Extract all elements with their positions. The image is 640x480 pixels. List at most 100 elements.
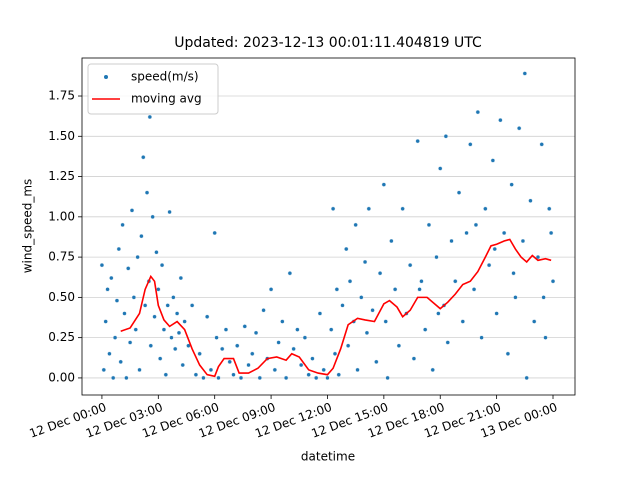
scatter-point [268, 287, 274, 292]
scatter-point [475, 109, 481, 115]
scatter-point [359, 295, 364, 300]
scatter-point [449, 238, 454, 244]
legend: speed(m/s) moving avg [87, 63, 219, 115]
scatter-point [122, 311, 127, 316]
scatter-point [174, 311, 180, 316]
scatter-point [111, 375, 116, 381]
scatter-point [321, 367, 326, 373]
scatter-point [426, 222, 432, 228]
scatter-point [235, 343, 240, 348]
scatter-point [464, 230, 469, 236]
y-tick-label: 0.25 [48, 330, 75, 344]
scatter-point [253, 330, 259, 336]
y-tick-label: 1.50 [48, 129, 75, 143]
scatter-point [223, 327, 229, 332]
scatter-point [295, 327, 300, 332]
scatter-point [156, 287, 161, 292]
plot-area [99, 71, 556, 381]
scatter-point [157, 356, 163, 361]
scatter-point [131, 295, 137, 300]
scatter-point [152, 314, 157, 319]
scatter-point [120, 222, 125, 228]
scatter-point [124, 375, 129, 381]
scatter-point [154, 250, 159, 255]
scatter-point [353, 222, 358, 228]
scatter-point [438, 166, 443, 171]
scatter-point [306, 372, 311, 377]
scatter-point [242, 324, 247, 329]
scatter-point [539, 142, 544, 147]
scatter-point [287, 271, 293, 276]
scatter-point [112, 335, 118, 340]
scatter-point [415, 138, 420, 144]
scatter-point [471, 287, 477, 292]
scatter-point [522, 71, 528, 76]
scatter-point [486, 262, 492, 268]
scatter-point [347, 279, 353, 284]
scatter-point [246, 362, 251, 368]
scatter-point [550, 279, 556, 284]
scatter-point [204, 314, 210, 319]
scatter-point [547, 206, 552, 211]
scatter-point [483, 206, 488, 211]
scatter-point [178, 275, 184, 281]
scatter-point [114, 298, 120, 303]
scatter-point [144, 190, 150, 195]
scatter-point [355, 367, 360, 373]
line-series [120, 238, 552, 378]
scatter-point [180, 362, 185, 368]
scatter-point [163, 372, 169, 377]
scatter-point [490, 158, 496, 163]
scatter-point [473, 222, 479, 228]
scatter-point [302, 335, 308, 340]
scatter-point [532, 319, 537, 324]
scatter-point [366, 206, 372, 211]
scatter-point [377, 271, 383, 276]
scatter-point [161, 327, 167, 332]
scatter-point [103, 319, 108, 324]
scatter-point [159, 262, 165, 268]
legend-label: moving avg [131, 92, 202, 106]
scatter-point [430, 367, 435, 373]
scatter-point [257, 375, 263, 381]
scatter-point [381, 182, 387, 187]
scatter-point [127, 340, 133, 345]
scatter-point [280, 319, 285, 324]
scatter-point [276, 340, 281, 345]
scatter-point [443, 134, 449, 139]
y-tick-label: 1.00 [48, 209, 75, 223]
scatter-point [129, 208, 135, 213]
scatter-point [101, 367, 107, 373]
scatter-point [543, 335, 548, 340]
scatter-point [436, 311, 441, 316]
x-axis-label: datetime [301, 450, 355, 464]
scatter-point [453, 279, 458, 284]
scatter-point [176, 330, 182, 336]
scatter-point [336, 372, 341, 377]
scatter-point [212, 230, 217, 236]
scatter-point [118, 359, 123, 365]
scatter-point [165, 303, 170, 308]
chart-title: Updated: 2023-12-13 00:01:11.404819 UTC [174, 35, 482, 51]
scatter-point [216, 375, 221, 381]
scatter-point [389, 238, 394, 244]
scatter-point [167, 209, 172, 215]
scatter-point [345, 343, 351, 348]
y-axis-label: wind_speed_ms [21, 179, 35, 274]
scatter-point [509, 182, 514, 187]
scatter-point [171, 295, 176, 300]
scatter-point [126, 266, 131, 271]
scatter-point [139, 233, 144, 239]
scatter-point [396, 343, 402, 348]
scatter-point [383, 319, 388, 324]
scatter-point [528, 198, 533, 203]
y-tick-label: 1.25 [48, 169, 75, 183]
scatter-point [332, 351, 338, 356]
scatter-point [541, 295, 546, 300]
scatter-point [310, 356, 315, 361]
scatter-point [135, 254, 140, 260]
scatter-point [325, 375, 330, 381]
scatter-point [524, 375, 529, 381]
scatter-point [516, 126, 522, 131]
scatter-point [317, 311, 323, 316]
